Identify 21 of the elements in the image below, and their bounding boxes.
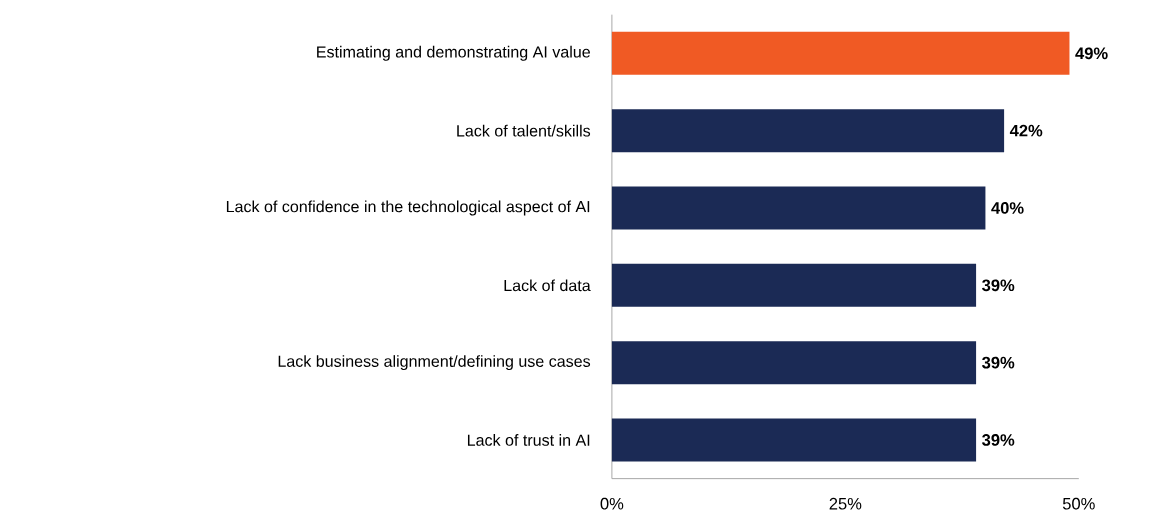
bar bbox=[611, 108, 1005, 152]
bar bbox=[611, 340, 977, 384]
y-tick-label: Estimating and demonstrating AI value bbox=[317, 45, 590, 61]
bar bbox=[611, 186, 986, 230]
y-tick-label: Lack business alignment/defining use cases bbox=[278, 354, 591, 370]
x-tick-label: 0% bbox=[600, 497, 624, 510]
data-label: 39% bbox=[982, 279, 1015, 291]
bar bbox=[611, 31, 1070, 75]
y-tick-label: Lack of talent/skills bbox=[457, 124, 591, 137]
y-tick-label: Lack of data bbox=[504, 279, 591, 292]
data-label: 39% bbox=[982, 356, 1015, 369]
data-label: 49% bbox=[1075, 47, 1108, 59]
bar bbox=[611, 263, 977, 307]
x-tick-label: 25% bbox=[829, 497, 862, 510]
y-tick-label: Lack of confidence in the technological aspect of AI bbox=[226, 200, 590, 216]
data-label: 39% bbox=[982, 433, 1015, 446]
data-label: 40% bbox=[991, 201, 1024, 214]
y-tick-label: Lack of trust in AI bbox=[467, 433, 590, 446]
x-tick-label: 50% bbox=[1062, 497, 1095, 510]
data-label: 42% bbox=[1009, 124, 1043, 137]
bar bbox=[611, 418, 977, 462]
